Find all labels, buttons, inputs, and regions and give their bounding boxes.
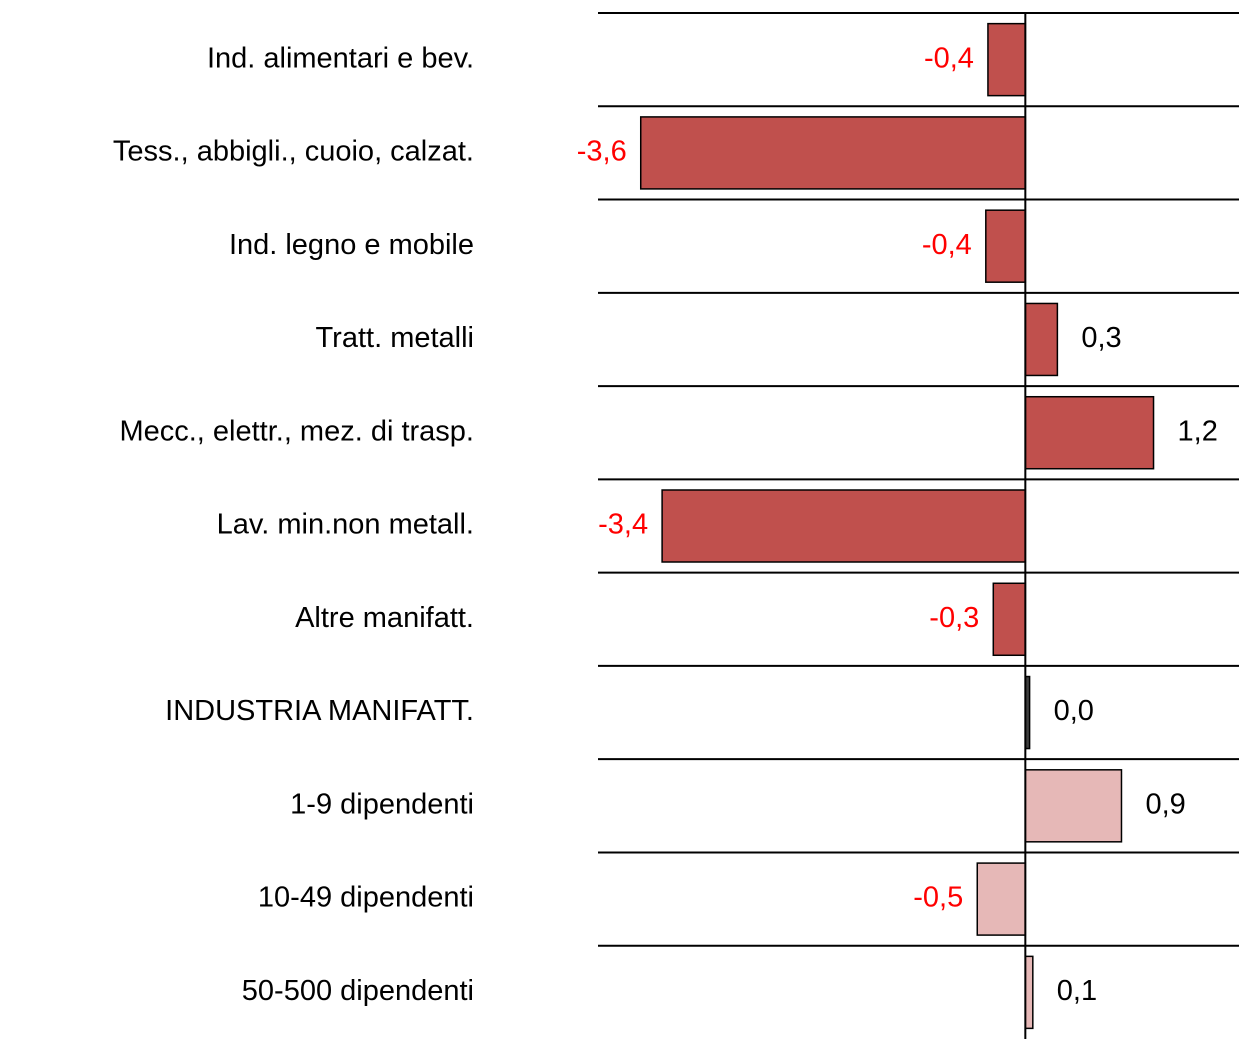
bar <box>639 116 1027 190</box>
category-label: Altre manifatt. <box>295 602 474 634</box>
category-label: Lav. min.non metall. <box>217 509 474 541</box>
value-label: 0,0 <box>1054 695 1094 727</box>
value-label: 0,9 <box>1145 788 1185 820</box>
bar <box>1024 955 1034 1030</box>
value-label: -0,3 <box>929 602 979 634</box>
value-label: 1,2 <box>1178 415 1218 447</box>
bar <box>661 489 1027 563</box>
value-label: -0,4 <box>922 229 972 261</box>
bar <box>985 209 1027 283</box>
bar <box>987 22 1027 97</box>
category-label: 50-500 dipendenti <box>242 975 474 1007</box>
value-label: -3,4 <box>598 509 648 541</box>
value-label: 0,1 <box>1057 975 1097 1007</box>
category-label: INDUSTRIA MANIFATT. <box>165 695 474 727</box>
bar <box>976 862 1027 936</box>
bar <box>992 582 1027 657</box>
value-label: 0,3 <box>1081 322 1121 354</box>
category-label: Tratt. metalli <box>316 322 474 354</box>
value-label: -3,6 <box>577 136 627 168</box>
bar <box>1024 769 1123 843</box>
category-label: 10-49 dipendenti <box>258 882 474 914</box>
bar <box>1024 395 1155 470</box>
value-label: -0,5 <box>913 882 963 914</box>
bar <box>1024 302 1059 377</box>
category-label: Tess., abbigli., cuoio, calzat. <box>113 136 474 168</box>
value-label: -0,4 <box>924 42 974 74</box>
category-label: 1-9 dipendenti <box>290 788 474 820</box>
category-label: Ind. alimentari e bev. <box>207 42 474 74</box>
category-label: Ind. legno e mobile <box>229 229 474 261</box>
category-label: Mecc., elettr., mez. di trasp. <box>119 415 474 447</box>
